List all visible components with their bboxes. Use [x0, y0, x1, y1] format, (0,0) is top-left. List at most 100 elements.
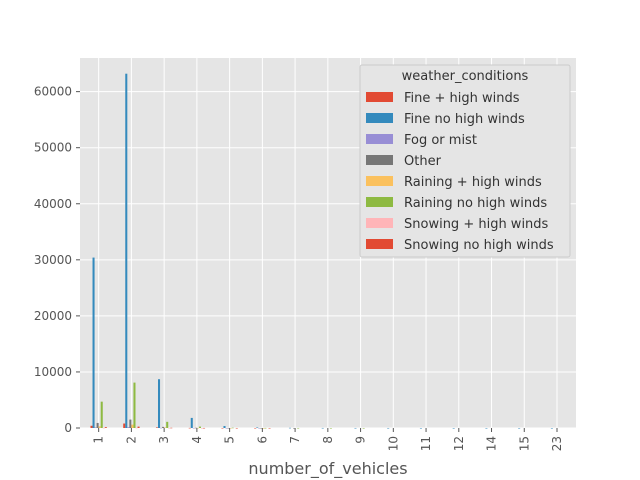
bar: [288, 427, 292, 429]
legend-swatch: [366, 218, 393, 228]
y-tick-label: 50000: [34, 141, 72, 155]
x-tick-label: 23: [550, 436, 564, 451]
bar: [518, 427, 521, 429]
legend-swatch: [366, 239, 393, 249]
x-tick-label: 2: [124, 436, 138, 444]
legend-label: Raining + high winds: [404, 175, 542, 190]
bar: [100, 401, 103, 428]
legend-swatch: [366, 92, 393, 102]
x-tick-label: 14: [485, 436, 499, 451]
bar: [135, 427, 138, 429]
bar: [235, 427, 238, 429]
bar: [104, 427, 107, 428]
legend-swatch: [366, 134, 393, 144]
legend-title: weather_conditions: [402, 69, 529, 84]
bar: [550, 427, 553, 429]
bar: [129, 419, 132, 428]
bar: [196, 427, 199, 429]
bar: [200, 427, 204, 429]
bar: [164, 427, 167, 428]
bar: [262, 427, 265, 429]
bar: [329, 427, 332, 429]
x-tick-label: 9: [354, 436, 368, 444]
bar: [170, 427, 173, 429]
legend-swatch: [366, 176, 393, 186]
x-tick-label: 1: [92, 436, 106, 444]
x-tick-label: 12: [452, 436, 466, 451]
x-tick-label: 4: [190, 436, 204, 444]
legend: weather_conditions Fine + high winds Fine …: [359, 64, 571, 258]
bar: [131, 424, 134, 428]
bar: [155, 427, 159, 428]
bar: [321, 427, 324, 429]
y-tick-label: 10000: [34, 365, 72, 379]
y-axis: 0 10000 20000 30000 40000 50000 60000: [34, 85, 80, 435]
bar: [98, 426, 101, 428]
legend-label: Fog or mist: [404, 133, 477, 148]
bar: [254, 427, 257, 429]
bar: [192, 427, 195, 429]
bar: [90, 425, 93, 428]
bar: [158, 379, 161, 428]
legend-label: Fine no high winds: [404, 112, 525, 127]
legend-swatch: [366, 113, 393, 123]
legend-swatch: [366, 155, 393, 165]
bar: [229, 427, 232, 429]
legend-box: [359, 64, 571, 258]
x-axis: 1 2 3 4 5 6 7 8 9 10 11 12 14 15 23: [92, 428, 564, 451]
x-axis-label: number_of_vehicles: [248, 459, 407, 479]
x-tick-label: 10: [386, 436, 400, 451]
bar: [221, 427, 224, 429]
bar: [166, 421, 169, 428]
bar: [362, 427, 365, 429]
bars-group: [90, 73, 553, 429]
bar: [137, 426, 140, 428]
bar: [92, 257, 95, 428]
y-tick-label: 60000: [34, 85, 72, 99]
bar: [227, 427, 230, 429]
bar: [264, 427, 267, 429]
x-tick-label: 7: [288, 436, 302, 444]
bar: [123, 423, 126, 428]
bar: [485, 427, 488, 429]
x-tick-label: 8: [321, 436, 335, 444]
bar: [96, 422, 99, 428]
bar: [258, 427, 261, 429]
x-tick-label: 5: [223, 436, 237, 444]
legend-label: Other: [404, 154, 442, 169]
legend-label: Fine + high winds: [404, 91, 520, 106]
bar: [354, 427, 357, 429]
bar: [125, 73, 128, 429]
bar: [260, 427, 263, 429]
bar: [203, 427, 206, 429]
y-tick-label: 30000: [34, 253, 72, 267]
bar: [168, 427, 171, 429]
bar: [225, 427, 228, 429]
bar: [268, 427, 271, 429]
legend-label: Raining no high winds: [404, 196, 547, 211]
bar: [231, 427, 234, 429]
legend-label: Snowing no high winds: [404, 238, 554, 253]
bar: [293, 427, 296, 429]
bar: [387, 427, 390, 429]
x-tick-label: 11: [419, 436, 433, 451]
bar: [452, 427, 455, 429]
y-tick-label: 20000: [34, 309, 72, 323]
bar: [297, 427, 300, 429]
bar: [256, 427, 259, 428]
x-tick-label: 15: [517, 436, 531, 451]
x-tick-label: 6: [255, 436, 269, 444]
x-tick-label: 3: [157, 436, 171, 444]
bar: [94, 427, 97, 428]
legend-swatch: [366, 197, 393, 207]
bar: [223, 426, 226, 428]
bar: [102, 427, 105, 429]
bar: [133, 382, 136, 428]
bar: [188, 427, 191, 429]
legend-label: Snowing + high winds: [404, 217, 549, 232]
bar: [160, 427, 163, 429]
bar: [194, 427, 197, 429]
bar: [190, 417, 193, 428]
y-tick-label: 0: [64, 421, 72, 435]
